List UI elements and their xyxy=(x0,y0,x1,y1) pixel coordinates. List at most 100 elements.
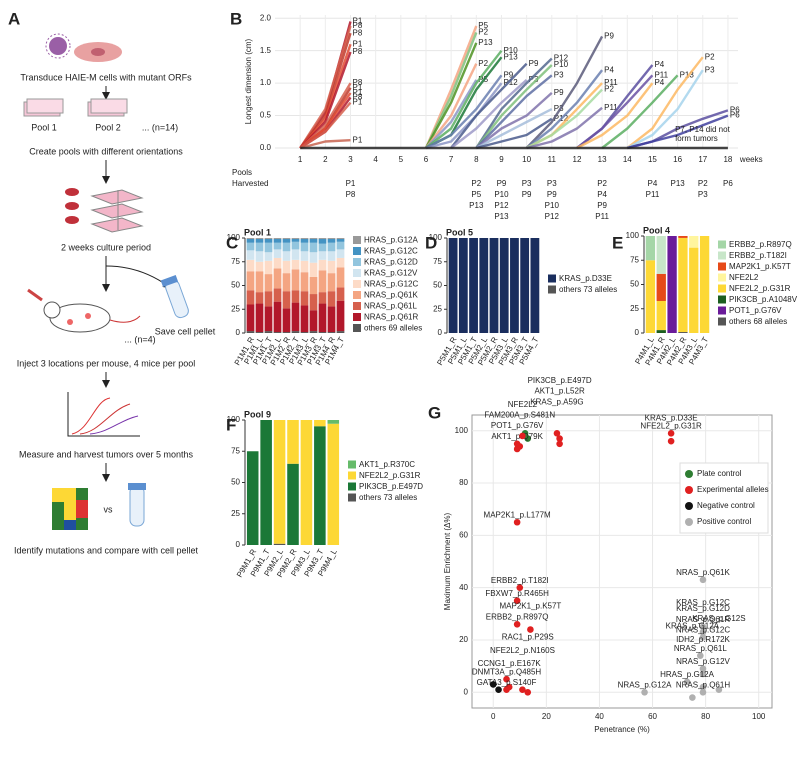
legend-swatch xyxy=(718,284,726,293)
tumor-line xyxy=(425,49,503,149)
y-tick-label: 80 xyxy=(459,478,468,487)
tumor-line xyxy=(299,25,352,149)
y-tick-label: 0.0 xyxy=(260,143,272,152)
bar-segment xyxy=(309,252,318,263)
bar-segment xyxy=(282,260,291,274)
legend-label: NRAS_p.Q61K xyxy=(364,291,418,300)
line-end-label: P6 xyxy=(730,105,740,114)
legend-swatch xyxy=(718,317,726,326)
legend-label: Plate control xyxy=(697,469,742,478)
bar-segment xyxy=(458,238,468,333)
bar-segment xyxy=(327,273,336,292)
harvested-pool: P6 xyxy=(723,179,733,188)
point-label: NRAS_p.Q61R xyxy=(676,615,730,624)
panel-letter: A xyxy=(8,9,20,28)
growth-icon xyxy=(67,392,140,437)
harvested-pool: P12 xyxy=(494,201,509,210)
legend-swatch xyxy=(353,324,361,332)
legend-swatch xyxy=(548,285,556,294)
point xyxy=(667,430,675,437)
line-end-label: P5 xyxy=(478,21,488,30)
x-axis-label: Penetrance (%) xyxy=(594,725,650,734)
x-tick-label: 4 xyxy=(373,155,378,164)
legend-box xyxy=(679,462,769,534)
harvested-pool: P3 xyxy=(547,179,557,188)
line-end-label: P3 xyxy=(554,104,564,113)
legend-label: KRAS_p.G12C xyxy=(364,247,418,256)
tumor-line xyxy=(526,106,603,150)
tumor-line xyxy=(601,74,679,149)
legend-marker xyxy=(685,518,693,526)
y-tick-label: 20 xyxy=(459,635,468,644)
x-tick-label: 15 xyxy=(648,155,657,164)
legend-marker xyxy=(685,486,693,494)
legend-label: PIK3CB_p.A1048V xyxy=(729,295,798,304)
legend-swatch xyxy=(718,240,726,249)
harvested-pool: P2 xyxy=(698,179,708,188)
line-end-label: P6 xyxy=(730,111,740,120)
point xyxy=(715,686,723,693)
legend-label: KRAS_p.D33E xyxy=(559,274,612,283)
harvested-pool: P9 xyxy=(497,179,507,188)
bar-segment xyxy=(264,260,273,275)
line-end-label: P13 xyxy=(478,38,493,47)
chart-title: Pool 4 xyxy=(643,225,670,235)
point xyxy=(519,686,526,693)
legend-label: Negative control xyxy=(697,501,755,510)
point-label: KRAS_p.G12S xyxy=(692,614,745,623)
bar-segment xyxy=(255,303,264,333)
bar-segment xyxy=(327,251,336,261)
bar-segment xyxy=(300,238,309,239)
bar-segment xyxy=(318,332,327,333)
bar-segment xyxy=(656,330,666,333)
bar-segment xyxy=(246,451,259,545)
point xyxy=(503,675,510,683)
pool-label: ... (n=14) xyxy=(142,122,178,132)
bar-segment xyxy=(246,271,255,291)
point xyxy=(699,634,707,641)
x-tick-label: 13 xyxy=(598,155,607,164)
step: Identify mutations and compare with cell… xyxy=(14,545,199,555)
x-tick-label: 12 xyxy=(573,155,582,164)
bar-segment xyxy=(282,273,291,292)
point xyxy=(697,652,704,659)
bar-segment xyxy=(255,238,264,243)
bar-segment xyxy=(318,303,327,333)
bar-segment xyxy=(246,290,255,305)
point-label: AKT1_p.Q79K xyxy=(491,432,543,441)
y-tick-label: 100 xyxy=(455,426,469,435)
point-label: NFE2L2_p.N160S xyxy=(490,646,555,655)
bar-segment xyxy=(287,463,299,545)
tumor-line xyxy=(476,117,553,150)
legend-swatch xyxy=(718,251,726,260)
bar-segment xyxy=(678,332,688,333)
y-tick-label: 0 xyxy=(635,328,640,337)
legend-swatch xyxy=(718,295,726,304)
bar-segment xyxy=(469,238,478,333)
bar-segment xyxy=(645,236,656,261)
bar-segment xyxy=(282,238,291,243)
bar-segment xyxy=(678,237,688,333)
bar-segment xyxy=(318,251,327,260)
bar-segment xyxy=(291,241,300,250)
legend-swatch xyxy=(353,258,361,266)
harvested-pool: P2 xyxy=(471,179,481,188)
line-end-label: P12 xyxy=(503,78,518,87)
line-end-label: P3 xyxy=(529,75,539,84)
point xyxy=(699,689,707,696)
legend-swatch xyxy=(353,302,361,310)
legend-swatch xyxy=(348,460,356,469)
chart-title: Pool 5 xyxy=(446,227,473,237)
mice-count: ... (n=4) xyxy=(124,334,155,344)
bar-segment xyxy=(260,420,272,545)
line-end-label: P9 xyxy=(604,32,614,41)
y-tick-label: 25 xyxy=(231,509,240,518)
y-tick-label: 25 xyxy=(231,304,240,313)
harvested-pool: P13 xyxy=(494,212,509,221)
bar-segment xyxy=(291,259,300,270)
y-tick-label: 0.5 xyxy=(260,111,272,120)
point-label: NRAS_p.G12V xyxy=(676,657,730,666)
bar-segment xyxy=(309,242,318,253)
tumor-line xyxy=(424,42,478,149)
bar-segment xyxy=(318,238,327,244)
